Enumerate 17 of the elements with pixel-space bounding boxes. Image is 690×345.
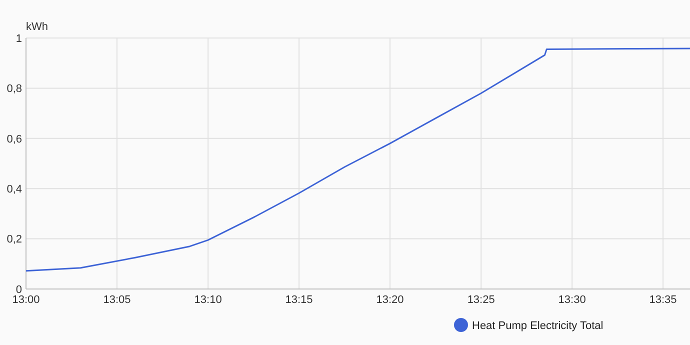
legend-label: Heat Pump Electricity Total <box>472 320 604 332</box>
line-series <box>25 48 690 272</box>
y-tick-label: 0,6 <box>6 133 22 146</box>
x-tick-label: 13:30 <box>558 294 586 306</box>
x-tick-label: 13:05 <box>103 294 131 306</box>
y-tick-label: 0,4 <box>6 183 22 196</box>
y-axis-title: kWh <box>26 21 48 33</box>
y-tick-label: 0,2 <box>6 234 22 246</box>
y-tick-label: 0,8 <box>6 83 22 96</box>
y-tick-label: 1 <box>16 32 22 45</box>
x-tick-label: 13:00 <box>12 294 40 306</box>
x-tick-label: 13:35 <box>649 294 677 306</box>
x-tick-label: 13:10 <box>194 294 222 306</box>
x-tick-label: 13:25 <box>467 294 495 306</box>
x-tick-label: 13:20 <box>376 294 404 306</box>
y-tick-label: 0 <box>16 284 22 296</box>
x-tick-label: 13:15 <box>285 294 313 306</box>
